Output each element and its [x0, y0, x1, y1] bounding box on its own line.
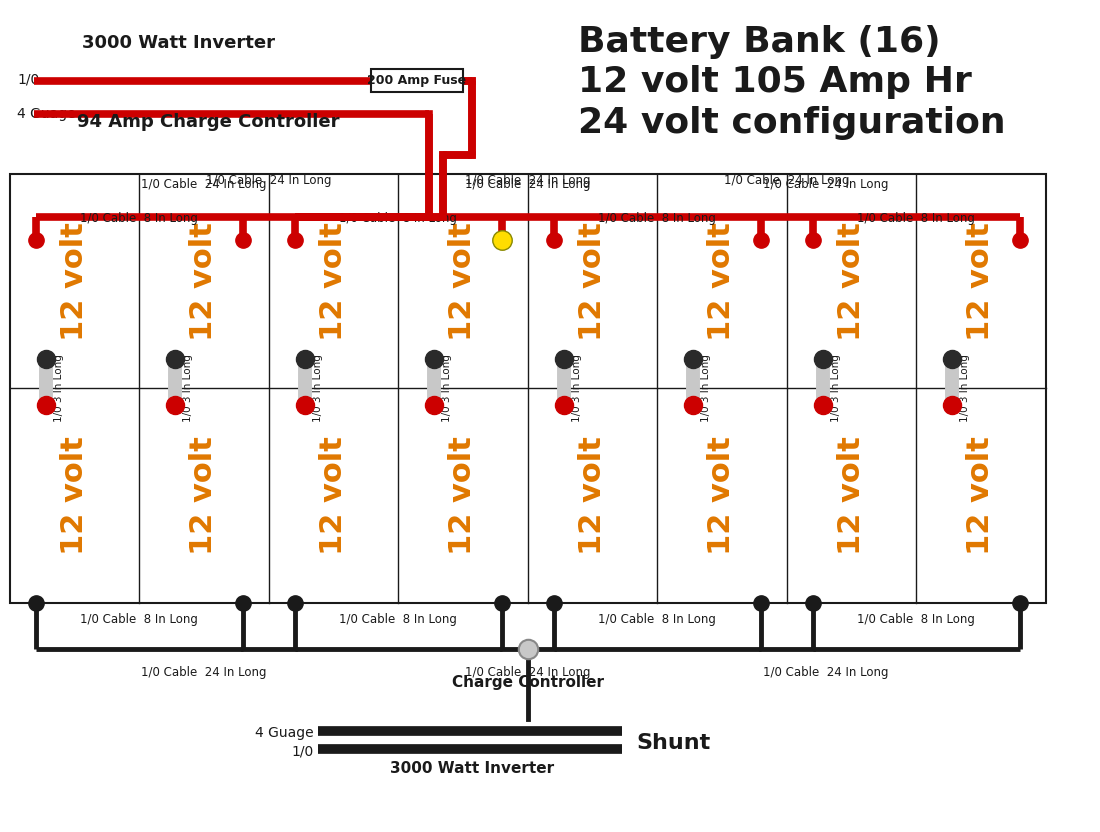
Text: 1/0 3 In Long: 1/0 3 In Long	[830, 354, 840, 422]
Text: 1/0 Cable  8 In Long: 1/0 Cable 8 In Long	[80, 212, 198, 225]
Text: 3000 Watt Inverter: 3000 Watt Inverter	[81, 34, 275, 52]
Text: 12 volt: 12 volt	[707, 221, 736, 340]
Text: 12 volt: 12 volt	[967, 436, 996, 555]
Text: 12 volt: 12 volt	[189, 436, 219, 555]
Text: 12 volt: 12 volt	[837, 436, 866, 555]
Text: 1/0: 1/0	[18, 72, 40, 87]
Text: 1/0 Cable  8 In Long: 1/0 Cable 8 In Long	[339, 612, 458, 626]
Text: 12 volt: 12 volt	[578, 221, 607, 340]
Text: 1/0: 1/0	[292, 745, 313, 759]
Text: 1/0 3 In Long: 1/0 3 In Long	[442, 354, 452, 422]
Text: 12 volt: 12 volt	[837, 221, 866, 340]
Text: 1/0 Cable  24 In Long: 1/0 Cable 24 In Long	[465, 174, 591, 186]
Text: 12 volt: 12 volt	[189, 221, 219, 340]
Text: 12 volt: 12 volt	[59, 436, 89, 555]
Text: 4 Guage: 4 Guage	[254, 726, 314, 740]
Text: 12 volt: 12 volt	[578, 436, 607, 555]
Text: Shunt: Shunt	[636, 733, 711, 753]
Text: 12 volt: 12 volt	[319, 436, 348, 555]
Text: Battery Bank (16)
12 volt 105 Amp Hr
24 volt configuration: Battery Bank (16) 12 volt 105 Amp Hr 24 …	[579, 25, 1005, 141]
Text: 1/0 Cable  24 In Long: 1/0 Cable 24 In Long	[762, 666, 889, 679]
Bar	[10, 174, 1046, 603]
Text: Charge Controller: Charge Controller	[452, 675, 604, 690]
Text: 1/0 Cable  8 In Long: 1/0 Cable 8 In Long	[857, 212, 975, 225]
Text: 1/0 Cable  8 In Long: 1/0 Cable 8 In Long	[80, 612, 198, 626]
Text: 1/0 Cable  24 In Long: 1/0 Cable 24 In Long	[465, 178, 591, 191]
Text: 1/0 Cable  8 In Long: 1/0 Cable 8 In Long	[598, 212, 716, 225]
Text: 12 volt: 12 volt	[59, 221, 89, 340]
Text: 12 volt: 12 volt	[707, 436, 736, 555]
Text: 3000 Watt Inverter: 3000 Watt Inverter	[390, 761, 554, 776]
Text: 1/0 Cable  24 In Long: 1/0 Cable 24 In Long	[141, 178, 266, 191]
Text: 12 volt: 12 volt	[967, 221, 996, 340]
Text: 1/0 Cable  8 In Long: 1/0 Cable 8 In Long	[598, 612, 716, 626]
Text: 1/0 3 In Long: 1/0 3 In Long	[183, 354, 194, 422]
Text: 1/0 3 In Long: 1/0 3 In Long	[312, 354, 322, 422]
Text: 1/0 3 In Long: 1/0 3 In Long	[701, 354, 711, 422]
Text: 94 Amp Charge Controller: 94 Amp Charge Controller	[77, 112, 340, 131]
Bar	[371, 69, 463, 92]
Text: 1/0 3 In Long: 1/0 3 In Long	[960, 354, 970, 422]
Text: 1/0 3 In Long: 1/0 3 In Long	[54, 354, 64, 422]
Text: 1/0 3 In Long: 1/0 3 In Long	[572, 354, 582, 422]
Text: 12 volt: 12 volt	[319, 221, 348, 340]
Text: 12 volt: 12 volt	[449, 436, 477, 555]
Text: 12 volt: 12 volt	[449, 221, 477, 340]
Text: 1/0 Cable  8 In Long: 1/0 Cable 8 In Long	[339, 212, 458, 225]
Text: 4 Guage: 4 Guage	[18, 107, 76, 121]
Text: 1/0 Cable  24 In Long: 1/0 Cable 24 In Long	[762, 178, 889, 191]
Text: 1/0 Cable  24 In Long: 1/0 Cable 24 In Long	[141, 666, 266, 679]
Text: 1/0 Cable  24 In Long: 1/0 Cable 24 In Long	[206, 174, 331, 186]
Text: 1/0 Cable  24 In Long: 1/0 Cable 24 In Long	[465, 666, 591, 679]
Text: 1/0 Cable  24 In Long: 1/0 Cable 24 In Long	[724, 174, 849, 186]
Text: 1/0 Cable  8 In Long: 1/0 Cable 8 In Long	[857, 612, 975, 626]
Text: 200 Amp Fuse: 200 Amp Fuse	[366, 74, 466, 87]
